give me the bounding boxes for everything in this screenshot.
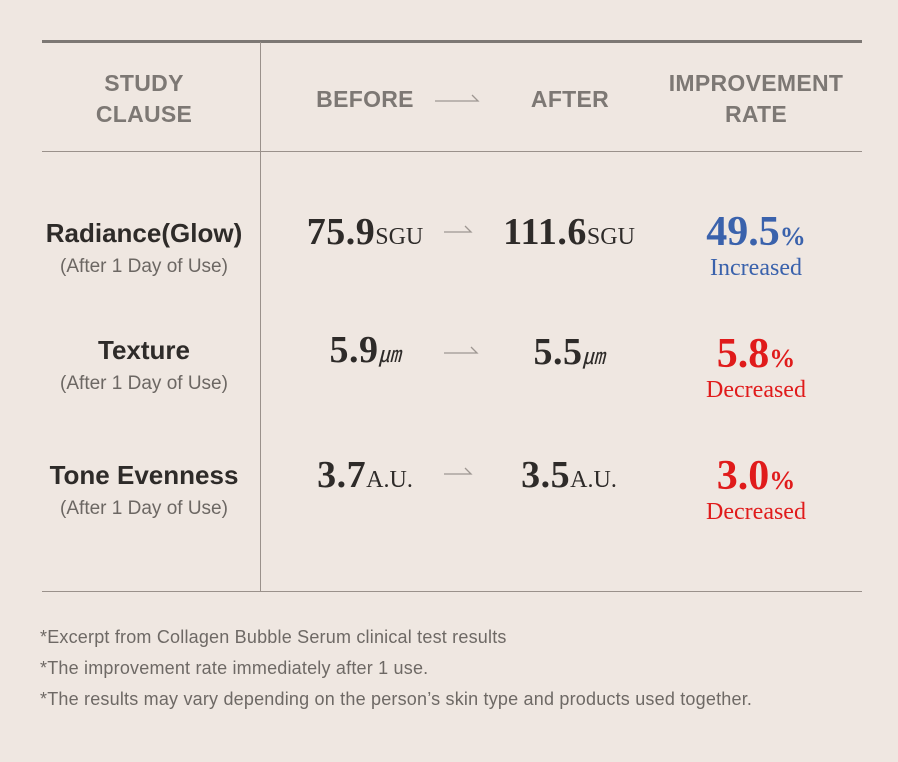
after-unit: SGU bbox=[586, 224, 635, 250]
row-radiance-clause: Radiance(Glow) (After 1 Day of Use) bbox=[30, 217, 258, 280]
rate-direction: Decreased bbox=[706, 377, 806, 403]
table-bottom-border bbox=[42, 591, 862, 592]
header-divider bbox=[42, 151, 862, 152]
clause-note: (After 1 Day of Use) bbox=[60, 498, 228, 519]
header-study-clause-line2: CLAUSE bbox=[95, 101, 193, 127]
table-top-border bbox=[42, 40, 862, 43]
before-value: 5.9 bbox=[329, 329, 379, 371]
header-rate-line1: IMPROVEMENT bbox=[668, 70, 844, 96]
clause-note: (After 1 Day of Use) bbox=[60, 373, 228, 394]
before-unit: SGU bbox=[375, 224, 424, 250]
rate-unit: % bbox=[769, 466, 796, 495]
column-divider bbox=[260, 42, 261, 592]
rate-value: 3.0 bbox=[716, 453, 770, 499]
rate-direction: Decreased bbox=[706, 499, 806, 525]
after-value: 111.6 bbox=[503, 211, 587, 253]
header-after: AFTER bbox=[530, 86, 610, 112]
header-before: BEFORE bbox=[316, 86, 414, 112]
row-radiance-arrow-icon bbox=[443, 224, 473, 234]
rate-value: 49.5 bbox=[706, 209, 780, 255]
row-texture-rate: 5.8% Decreased bbox=[650, 332, 862, 404]
row-tone-evenness-after: 3.5A.U. bbox=[484, 453, 654, 497]
before-value: 75.9 bbox=[306, 211, 376, 253]
row-texture-before: 5.9㎛ bbox=[290, 328, 440, 372]
row-radiance-before: 75.9SGU bbox=[290, 210, 440, 254]
row-texture-clause: Texture (After 1 Day of Use) bbox=[30, 334, 258, 397]
after-value: 5.5 bbox=[533, 331, 583, 373]
clause-name: Tone Evenness bbox=[49, 460, 239, 490]
row-radiance-after: 111.6SGU bbox=[484, 210, 654, 254]
clause-name: Radiance(Glow) bbox=[45, 218, 243, 248]
header-study-clause-line1: STUDY bbox=[104, 70, 184, 96]
before-unit: A.U. bbox=[366, 467, 413, 493]
row-texture-after: 5.5㎛ bbox=[484, 330, 654, 374]
header-study-clause: STUDY CLAUSE bbox=[42, 68, 246, 130]
rate-unit: % bbox=[769, 344, 796, 373]
clause-name: Texture bbox=[98, 335, 190, 365]
row-texture-arrow-icon bbox=[443, 343, 479, 355]
after-unit: ㎛ bbox=[582, 344, 605, 369]
header-improvement-rate: IMPROVEMENT RATE bbox=[650, 68, 862, 130]
row-tone-evenness-clause: Tone Evenness (After 1 Day of Use) bbox=[30, 459, 258, 522]
rate-value: 5.8 bbox=[716, 331, 770, 377]
after-unit: A.U. bbox=[570, 467, 617, 493]
footnote: *The results may vary depending on the p… bbox=[40, 689, 753, 709]
row-radiance-rate: 49.5% Increased bbox=[650, 210, 862, 282]
before-unit: ㎛ bbox=[378, 342, 401, 367]
row-tone-evenness-arrow-icon bbox=[443, 466, 473, 476]
footnotes: *Excerpt from Collagen Bubble Serum clin… bbox=[40, 622, 752, 715]
footnote: *Excerpt from Collagen Bubble Serum clin… bbox=[40, 627, 507, 647]
rate-direction: Increased bbox=[710, 255, 802, 281]
clause-note: (After 1 Day of Use) bbox=[60, 256, 228, 277]
row-tone-evenness-rate: 3.0% Decreased bbox=[650, 454, 862, 526]
before-value: 3.7 bbox=[317, 454, 367, 496]
header-arrow-icon bbox=[434, 92, 480, 104]
footnote: *The improvement rate immediately after … bbox=[40, 658, 429, 678]
row-tone-evenness-before: 3.7A.U. bbox=[290, 453, 440, 497]
rate-unit: % bbox=[779, 222, 806, 251]
header-rate-line2: RATE bbox=[724, 101, 788, 127]
after-value: 3.5 bbox=[521, 454, 571, 496]
